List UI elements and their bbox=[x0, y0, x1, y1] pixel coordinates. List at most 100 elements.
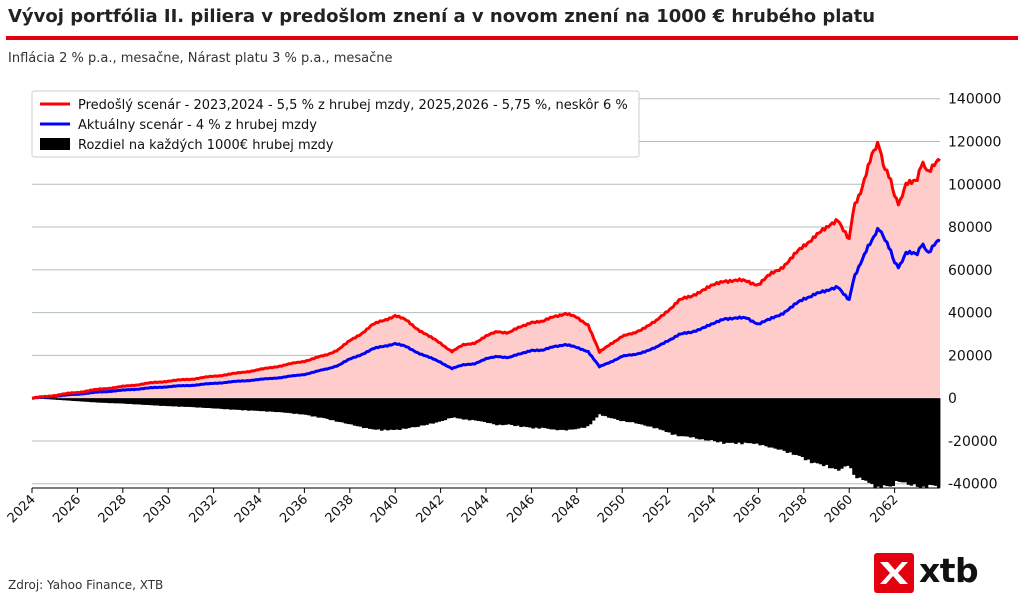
x-tick-label: 2024 bbox=[5, 492, 39, 526]
difference-bar bbox=[207, 398, 211, 409]
difference-bar bbox=[486, 398, 490, 424]
difference-bar bbox=[416, 398, 420, 427]
difference-bar bbox=[122, 398, 127, 404]
difference-bar bbox=[824, 398, 829, 465]
difference-bar bbox=[864, 398, 868, 481]
difference-bar bbox=[168, 398, 172, 407]
difference-bar bbox=[171, 398, 175, 407]
x-tick-label: 2032 bbox=[186, 492, 220, 526]
difference-bar bbox=[310, 398, 314, 417]
difference-bar bbox=[316, 398, 320, 418]
difference-bar bbox=[740, 398, 744, 445]
difference-bar bbox=[812, 398, 817, 463]
difference-bar bbox=[286, 398, 290, 413]
difference-bar bbox=[725, 398, 729, 443]
difference-bar bbox=[743, 398, 747, 443]
difference-bar bbox=[897, 398, 902, 482]
difference-bar bbox=[355, 398, 360, 427]
difference-bar bbox=[785, 398, 790, 453]
difference-bar bbox=[322, 398, 326, 419]
difference-bar bbox=[779, 398, 784, 450]
y-tick-label: -20000 bbox=[948, 434, 998, 450]
difference-bar bbox=[301, 398, 305, 415]
title-underline bbox=[6, 36, 1018, 40]
difference-bar bbox=[870, 398, 874, 485]
difference-bar bbox=[915, 398, 920, 487]
difference-bar bbox=[806, 398, 811, 460]
difference-bar bbox=[479, 398, 484, 422]
difference-bar bbox=[346, 398, 351, 425]
difference-bar bbox=[95, 398, 99, 403]
legend-box bbox=[31, 90, 640, 158]
difference-bar bbox=[219, 398, 224, 409]
difference-bar bbox=[567, 398, 572, 430]
difference-bar bbox=[331, 398, 336, 421]
difference-bar bbox=[734, 398, 738, 444]
difference-bar bbox=[658, 398, 662, 430]
difference-bar bbox=[216, 398, 221, 409]
difference-bar bbox=[86, 398, 90, 402]
difference-bar bbox=[652, 398, 656, 429]
x-tick-label: 2060 bbox=[822, 492, 856, 526]
difference-bar bbox=[722, 398, 726, 444]
difference-bar bbox=[679, 398, 684, 437]
difference-bar bbox=[119, 398, 124, 404]
difference-bar bbox=[446, 398, 451, 419]
difference-bar bbox=[625, 398, 629, 423]
y-tick-label: -40000 bbox=[948, 477, 998, 493]
difference-bar bbox=[667, 398, 672, 433]
difference-bar bbox=[413, 398, 417, 428]
difference-bar bbox=[225, 398, 230, 410]
difference-bar bbox=[422, 398, 426, 426]
difference-bar bbox=[195, 398, 199, 408]
difference-bar bbox=[74, 398, 78, 402]
difference-bar bbox=[265, 398, 269, 412]
difference-bar bbox=[764, 398, 768, 447]
difference-bar bbox=[498, 398, 502, 425]
series-line-current bbox=[31, 226, 941, 400]
difference-bar bbox=[894, 398, 899, 482]
difference-bar bbox=[140, 398, 145, 405]
x-tick-label: 2028 bbox=[96, 492, 130, 526]
difference-bar bbox=[328, 398, 333, 421]
difference-bar bbox=[770, 398, 774, 448]
difference-bar bbox=[564, 398, 569, 431]
difference-bar bbox=[319, 398, 323, 418]
difference-bar bbox=[906, 398, 911, 485]
difference-bar bbox=[116, 398, 121, 404]
difference-bar bbox=[709, 398, 714, 440]
difference-bar bbox=[664, 398, 668, 433]
difference-bar bbox=[395, 398, 399, 430]
difference-bar bbox=[694, 398, 699, 439]
difference-bar bbox=[858, 398, 862, 478]
difference-bar bbox=[137, 398, 142, 405]
difference-bar bbox=[98, 398, 103, 403]
difference-bar bbox=[570, 398, 575, 430]
difference-bar bbox=[304, 398, 308, 415]
difference-bar bbox=[392, 398, 396, 430]
difference-bar bbox=[685, 398, 690, 437]
difference-bar bbox=[183, 398, 187, 407]
difference-bar bbox=[837, 398, 841, 471]
difference-bar bbox=[655, 398, 659, 429]
difference-bar bbox=[228, 398, 233, 410]
difference-bar bbox=[846, 398, 850, 466]
difference-bar bbox=[912, 398, 917, 485]
difference-bar bbox=[767, 398, 771, 448]
difference-bar bbox=[761, 398, 765, 446]
difference-bar bbox=[591, 398, 596, 421]
difference-bar bbox=[104, 398, 109, 403]
difference-bar bbox=[246, 398, 251, 411]
difference-bar bbox=[933, 398, 938, 486]
difference-bar bbox=[537, 398, 541, 429]
difference-bar bbox=[437, 398, 441, 422]
difference-bar bbox=[661, 398, 665, 431]
difference-bar bbox=[443, 398, 448, 421]
difference-bar bbox=[637, 398, 641, 424]
difference-bar bbox=[89, 398, 93, 403]
difference-bar bbox=[752, 398, 756, 444]
legend-label-current: Aktuálny scenár - 4 % z hrubej mzdy bbox=[78, 118, 317, 133]
difference-bar bbox=[473, 398, 478, 421]
difference-bar bbox=[670, 398, 675, 435]
